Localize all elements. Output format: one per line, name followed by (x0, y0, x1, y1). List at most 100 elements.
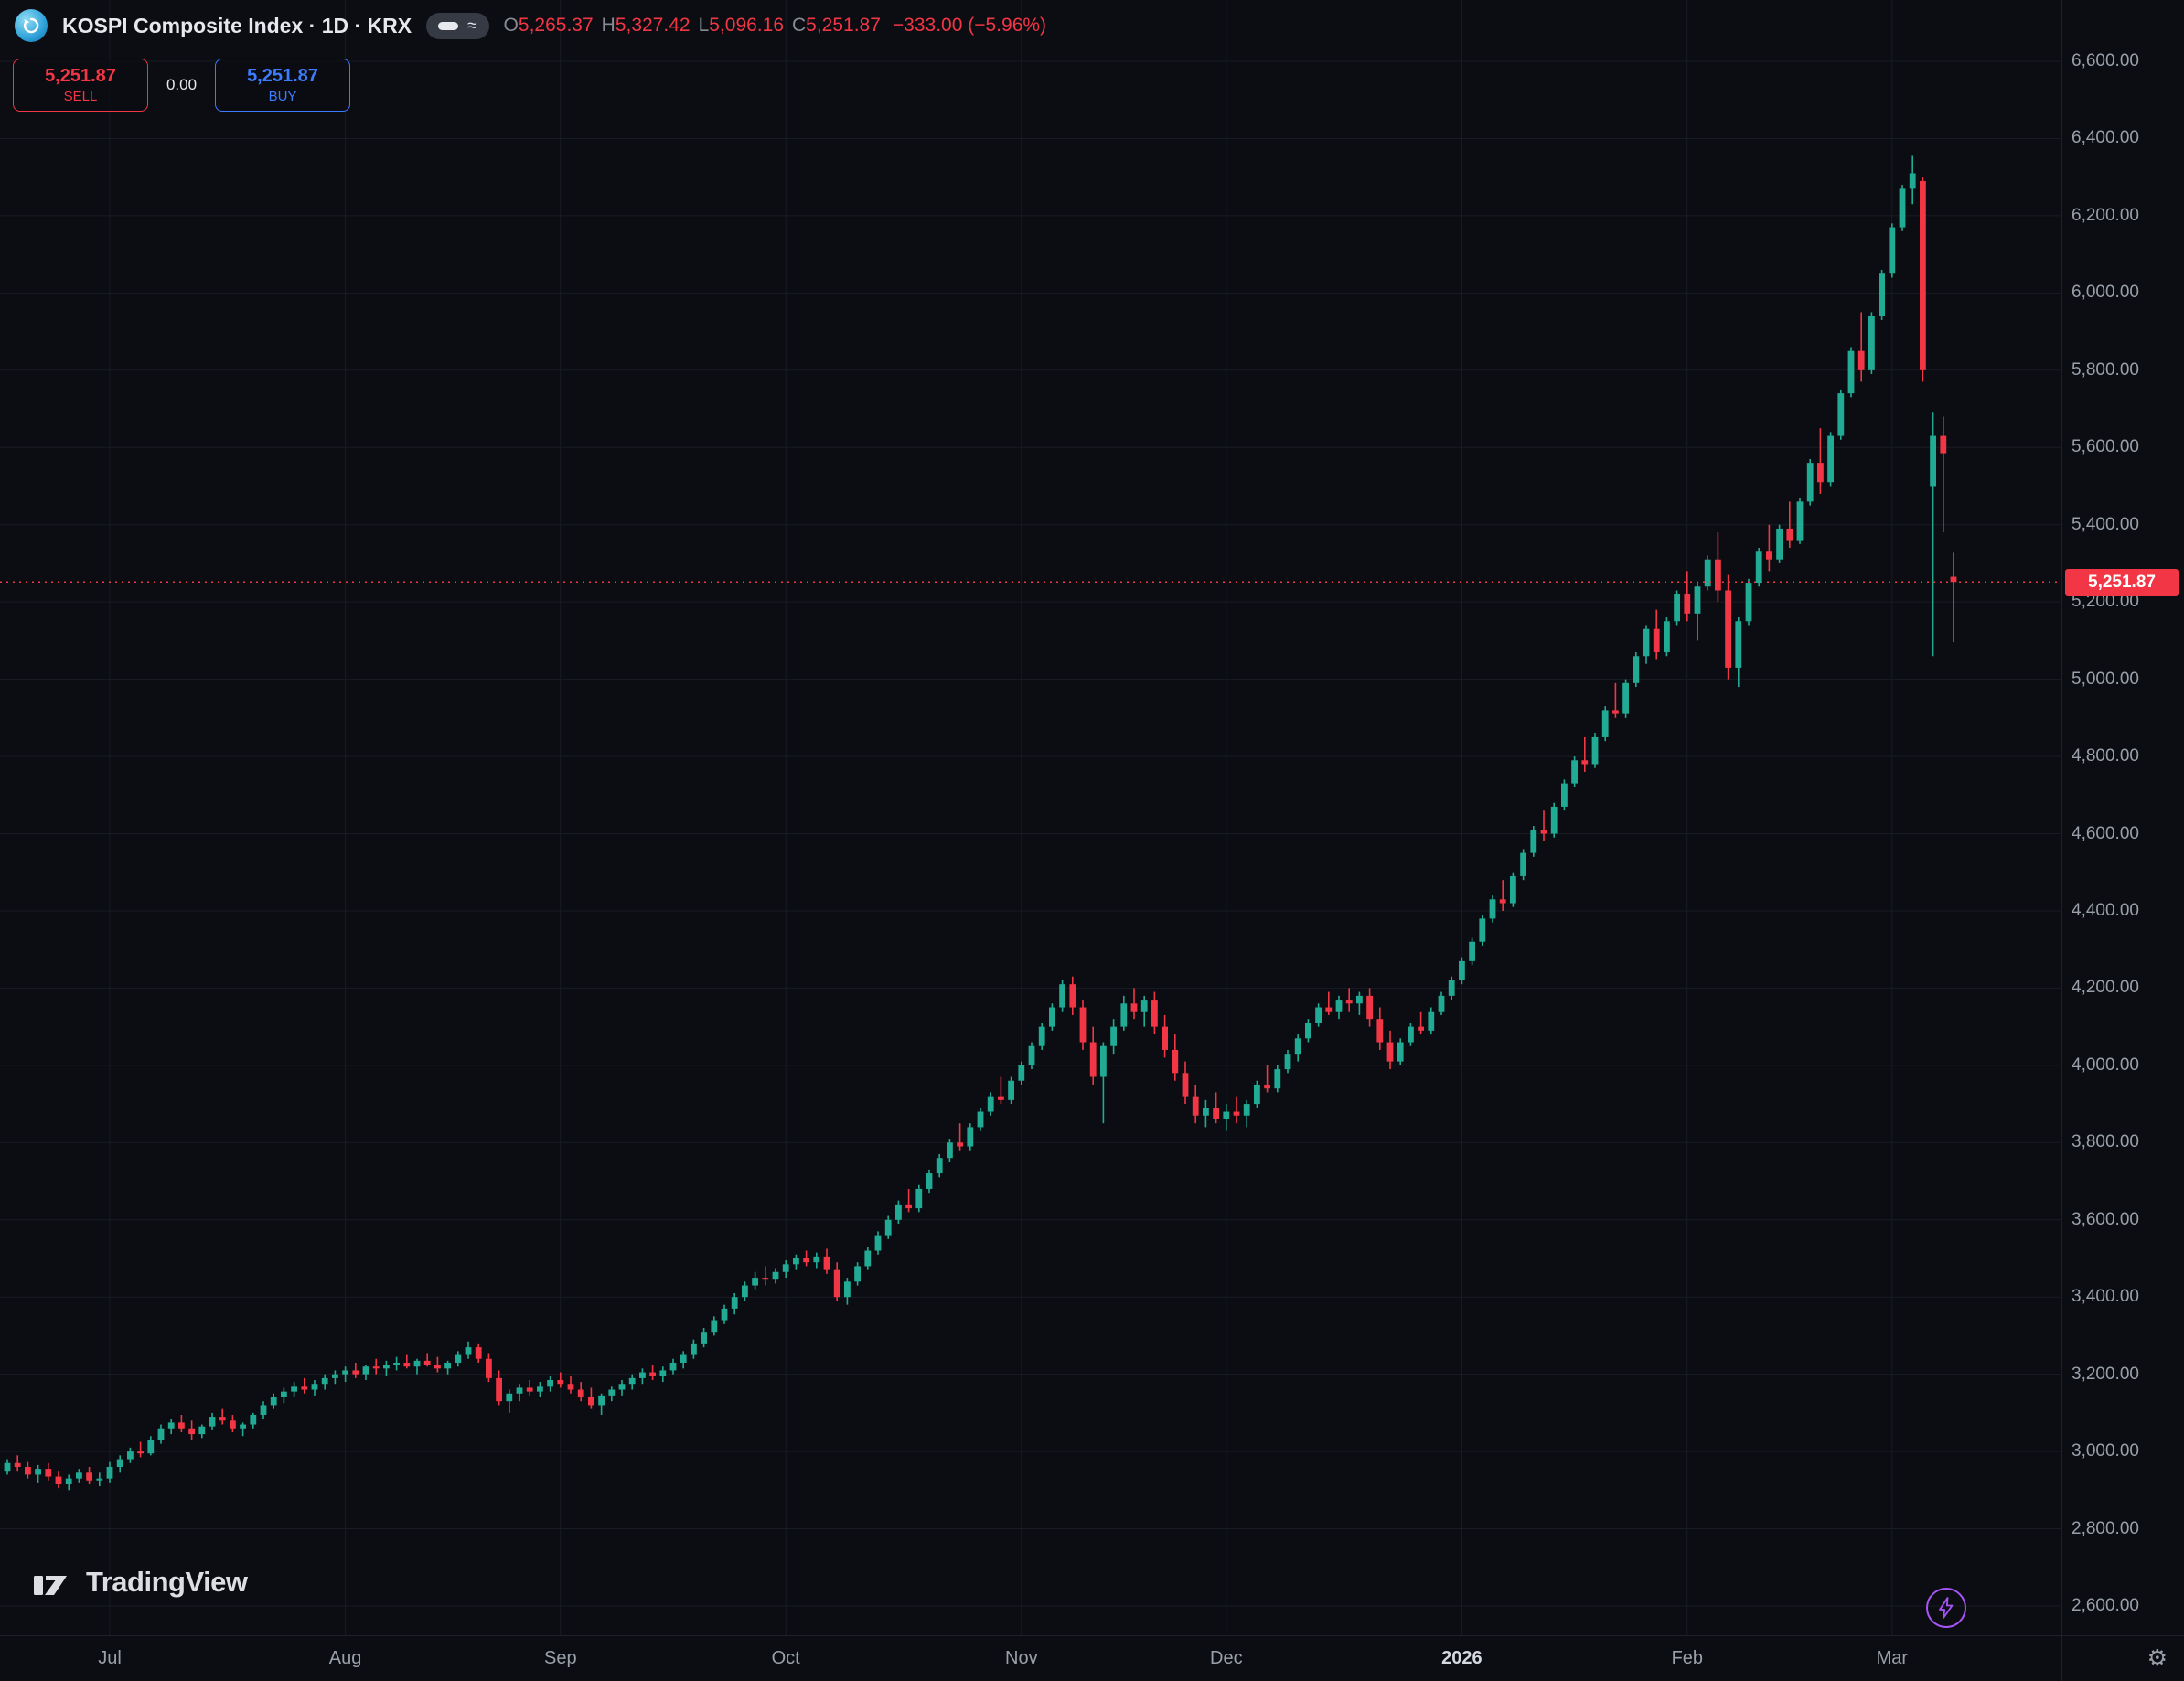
candle-body (742, 1285, 748, 1298)
tradingview-logo[interactable]: TradingView (33, 1566, 248, 1599)
candle-body (1735, 621, 1742, 668)
candle-body (1366, 995, 1373, 1020)
candle-body (833, 1269, 840, 1298)
candle-body (772, 1271, 779, 1280)
candle-body (669, 1362, 677, 1371)
price-tick-label: 5,200.00 (2072, 592, 2139, 612)
candle-body (1192, 1096, 1199, 1116)
candle-body (106, 1466, 113, 1479)
sell-button[interactable]: 5,251.87 SELL (13, 59, 148, 112)
candle-body (762, 1278, 769, 1280)
candle-body (608, 1389, 616, 1396)
candle-body (1591, 736, 1599, 765)
candle-body (1089, 1042, 1097, 1077)
candle-body (1213, 1108, 1219, 1119)
quick-trade-button[interactable] (1926, 1588, 1966, 1628)
candle-body (1571, 760, 1578, 784)
price-tick-label: 5,800.00 (2072, 359, 2139, 380)
candle-body (209, 1417, 216, 1427)
price-tick-label: 2,600.00 (2072, 1596, 2139, 1615)
candle-body (301, 1386, 308, 1390)
price-tick-label: 6,400.00 (2072, 128, 2139, 148)
candle-body (1561, 783, 1568, 807)
sell-price: 5,251.87 (45, 66, 116, 86)
candle-body (1469, 941, 1475, 961)
candle-body (116, 1459, 123, 1467)
price-tick-label: 5,400.00 (2072, 514, 2139, 534)
price-tick-label: 6,200.00 (2072, 205, 2139, 225)
candle-body (1847, 350, 1855, 394)
candle-body (1315, 1007, 1322, 1023)
candle-body (291, 1386, 297, 1392)
candle-body (1930, 435, 1936, 487)
candle-body (1510, 875, 1516, 904)
candle-body (1776, 528, 1783, 560)
candle-body (1499, 899, 1506, 904)
change-value: −333.00 (−5.96%) (892, 15, 1047, 36)
candle-body (1038, 1026, 1045, 1046)
price-tick-label: 4,000.00 (2072, 1055, 2139, 1075)
axis-corner: ⚙ (2061, 1635, 2184, 1681)
candle-body (1633, 656, 1640, 683)
time-axis-label: Sep (544, 1648, 577, 1668)
symbol-title[interactable]: KOSPI Composite Index · 1D · KRX (62, 13, 412, 37)
time-axis-label: Jul (98, 1648, 122, 1668)
close-value: 5,251.87 (806, 15, 881, 36)
candle-body (803, 1258, 809, 1263)
candle-body (1448, 980, 1455, 996)
candle-body (649, 1372, 656, 1376)
high-letter: H (601, 15, 616, 36)
candle-body (1664, 621, 1670, 653)
price-tick-label: 4,200.00 (2072, 978, 2139, 998)
candle-body (1018, 1065, 1025, 1081)
candle-body (1581, 760, 1589, 765)
price-tick-label: 6,000.00 (2072, 283, 2139, 303)
candle-body (362, 1366, 369, 1375)
chart-legend: KOSPI Composite Index · 1D · KRX ≈ O5,26… (15, 9, 1046, 42)
candle-body (1601, 710, 1609, 737)
candle-body (1254, 1084, 1260, 1105)
candle-body (1140, 1000, 1148, 1012)
candle-body (321, 1377, 328, 1385)
buy-sell-panel: 5,251.87 SELL 0.00 5,251.87 BUY (13, 59, 350, 112)
series-visibility-pill[interactable]: ≈ (426, 12, 489, 39)
candle-body (281, 1391, 287, 1397)
candle-body (639, 1372, 646, 1378)
candle-body (1284, 1054, 1291, 1070)
candle-body (198, 1426, 206, 1435)
candle-body (219, 1417, 226, 1421)
candle-body (1172, 1049, 1179, 1074)
candle-body (1868, 316, 1875, 370)
candle-body (1335, 1000, 1343, 1012)
spread-value: 0.00 (166, 76, 198, 93)
candle-body (1879, 273, 1885, 316)
candle-body (967, 1127, 974, 1147)
candle-body (1130, 1003, 1138, 1012)
candle-body (55, 1476, 62, 1484)
candle-body (1899, 188, 1906, 228)
candle-body (557, 1379, 564, 1385)
settings-gear-icon[interactable]: ⚙ (2147, 1644, 2168, 1671)
close-letter: C (792, 15, 807, 36)
candle-body (516, 1387, 523, 1394)
time-axis[interactable]: Jul Aug Sep Oct Nov Dec 2026 Feb Mar (0, 1635, 2184, 1681)
price-axis[interactable]: 5,251.87 6,600.00 6,400.00 6,200.00 6,000.0… (2061, 0, 2184, 1635)
candle-body (1755, 551, 1762, 584)
tradingview-mark-icon (34, 1576, 67, 1595)
candlestick-chart[interactable] (0, 0, 2061, 1635)
buy-button[interactable]: 5,251.87 BUY (215, 59, 350, 112)
candle-body (434, 1365, 441, 1369)
candle-body (270, 1397, 277, 1406)
minus-capsule-icon (438, 21, 459, 30)
candle-body (1653, 628, 1660, 653)
price-tick-label: 4,600.00 (2072, 823, 2139, 843)
candle-body (1345, 1000, 1353, 1004)
candle-body (188, 1428, 195, 1435)
candle-body (1643, 628, 1650, 657)
candle-body (1889, 227, 1896, 274)
candle-body (137, 1451, 144, 1454)
candle-body (1766, 551, 1772, 560)
candle-body (496, 1377, 502, 1402)
symbol-logo-icon[interactable] (15, 9, 48, 42)
